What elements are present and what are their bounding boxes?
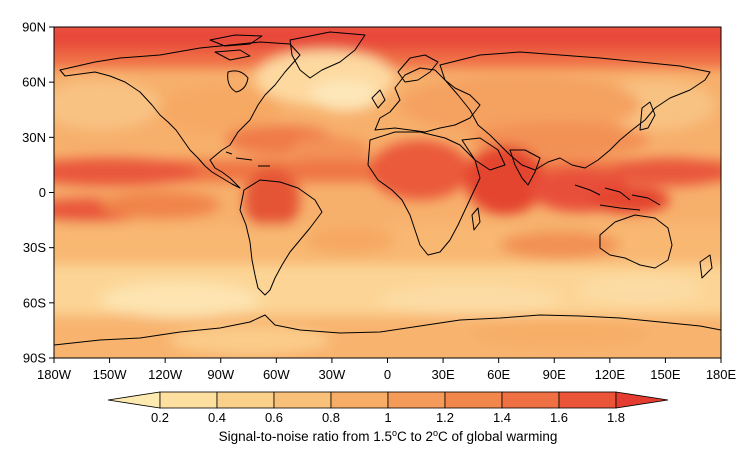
lat-tick-label: 60S bbox=[23, 295, 46, 310]
colorbar-tick-label: 1.6 bbox=[550, 410, 568, 425]
lon-tick-label: 60W bbox=[263, 367, 290, 382]
arabia-outline bbox=[461, 137, 506, 171]
coastlines bbox=[54, 31, 721, 346]
africa-outline bbox=[367, 131, 481, 256]
lon-tick-label: 120W bbox=[148, 367, 183, 382]
lon-tick-label: 60E bbox=[487, 367, 510, 382]
colorbar-segment bbox=[558, 391, 617, 409]
signal-to-noise-field bbox=[54, 27, 721, 358]
indonesia-outline bbox=[574, 184, 661, 211]
lat-tick-label: 0 bbox=[39, 185, 46, 200]
lon-tick-label: 0 bbox=[384, 367, 391, 382]
colorbar-tick-label: 1.4 bbox=[493, 410, 511, 425]
colorbar-segment bbox=[387, 391, 446, 409]
colorbar-segment bbox=[330, 391, 389, 409]
colorbar-tick-label: 1 bbox=[384, 410, 391, 425]
colorbar-tick-label: 1.2 bbox=[436, 410, 454, 425]
latitude-axis: 90N 60N 30N 0 30S 60S 90S bbox=[22, 20, 54, 366]
scandinavia-outline bbox=[397, 54, 439, 83]
europe-outline bbox=[374, 67, 481, 133]
japan-outline bbox=[639, 101, 656, 131]
india-outline bbox=[509, 149, 541, 186]
colorbar-tick-label: 0.8 bbox=[322, 410, 340, 425]
lon-tick-label: 180W bbox=[37, 367, 72, 382]
lon-tick-label: 150E bbox=[650, 367, 681, 382]
new-zealand-outline bbox=[699, 254, 713, 279]
greenland-outline bbox=[289, 31, 366, 79]
colorbar-segment bbox=[444, 391, 503, 409]
britain-outline bbox=[371, 89, 386, 109]
longitude-axis: 180W 150W 120W 90W 60W 30W 0 30E 60E 90E 120E 150E 1… bbox=[37, 358, 737, 382]
antarctica-outline bbox=[54, 314, 721, 346]
south-america-outline bbox=[239, 179, 323, 296]
colorbar-segment bbox=[159, 391, 218, 409]
colorbar-high-extend bbox=[615, 391, 669, 409]
madagascar-outline bbox=[471, 207, 481, 231]
colorbar: 0.2 0.4 0.6 0.8 1 1.2 1.4 1.6 1.8 bbox=[107, 391, 669, 425]
north-america-outline bbox=[59, 41, 301, 189]
lon-tick-label: 30W bbox=[319, 367, 346, 382]
lat-tick-label: 60N bbox=[22, 75, 46, 90]
colorbar-segment bbox=[501, 391, 560, 409]
colorbar-tick-label: 0.6 bbox=[265, 410, 283, 425]
lon-tick-label: 120E bbox=[595, 367, 626, 382]
lat-tick-label: 30S bbox=[23, 240, 46, 255]
lon-tick-label: 150W bbox=[93, 367, 128, 382]
lat-tick-label: 90S bbox=[23, 351, 46, 366]
lon-tick-label: 30E bbox=[432, 367, 455, 382]
lon-tick-label: 90E bbox=[543, 367, 566, 382]
colorbar-tick-label: 0.2 bbox=[151, 410, 169, 425]
lat-tick-label: 30N bbox=[22, 130, 46, 145]
lat-tick-label: 90N bbox=[22, 20, 46, 35]
arctic-islands-outline bbox=[209, 34, 263, 61]
lon-tick-label: 180E bbox=[706, 367, 737, 382]
colorbar-tick-label: 0.4 bbox=[208, 410, 226, 425]
australia-outline bbox=[599, 214, 673, 269]
colorbar-low-extend bbox=[107, 391, 161, 409]
caribbean-outline bbox=[225, 151, 270, 167]
lon-tick-label: 90W bbox=[207, 367, 234, 382]
colorbar-segment bbox=[273, 391, 332, 409]
asia-outline bbox=[439, 51, 711, 171]
hudson-bay-outline bbox=[227, 70, 249, 93]
colorbar-tick-label: 1.8 bbox=[607, 410, 625, 425]
colorbar-segment bbox=[216, 391, 275, 409]
colorbar-title: Signal-to-noise ratio from 1.5oC to 2oC … bbox=[219, 428, 558, 444]
